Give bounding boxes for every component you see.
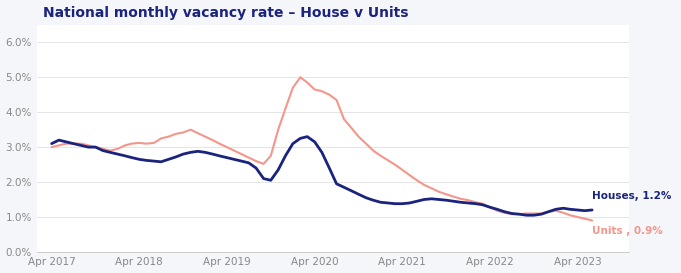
Text: National monthly vacancy rate – House v Units: National monthly vacancy rate – House v … xyxy=(44,5,409,20)
Text: Houses, 1.2%: Houses, 1.2% xyxy=(592,191,671,201)
Text: Units , 0.9%: Units , 0.9% xyxy=(592,226,663,236)
